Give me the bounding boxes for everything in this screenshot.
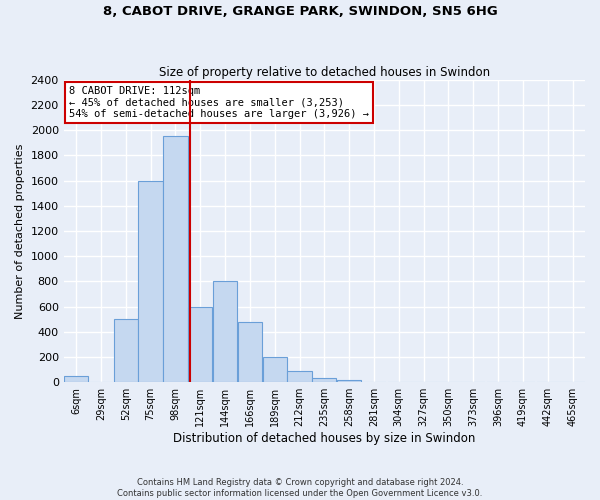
Bar (287, 371, 311, 382)
Bar (213, 282, 237, 382)
Title: Size of property relative to detached houses in Swindon: Size of property relative to detached ho… (159, 66, 490, 78)
Bar (337, 380, 361, 382)
Bar (263, 357, 287, 382)
Text: Contains HM Land Registry data © Crown copyright and database right 2024.
Contai: Contains HM Land Registry data © Crown c… (118, 478, 482, 498)
Bar (113, 319, 138, 382)
Bar (238, 322, 262, 382)
X-axis label: Distribution of detached houses by size in Swindon: Distribution of detached houses by size … (173, 432, 476, 445)
Bar (163, 136, 188, 382)
Text: 8, CABOT DRIVE, GRANGE PARK, SWINDON, SN5 6HG: 8, CABOT DRIVE, GRANGE PARK, SWINDON, SN… (103, 5, 497, 18)
Bar (188, 306, 212, 382)
Y-axis label: Number of detached properties: Number of detached properties (15, 143, 25, 318)
Bar (64, 376, 88, 382)
Bar (139, 180, 163, 382)
Bar (312, 378, 337, 382)
Text: 8 CABOT DRIVE: 112sqm
← 45% of detached houses are smaller (3,253)
54% of semi-d: 8 CABOT DRIVE: 112sqm ← 45% of detached … (69, 86, 369, 119)
